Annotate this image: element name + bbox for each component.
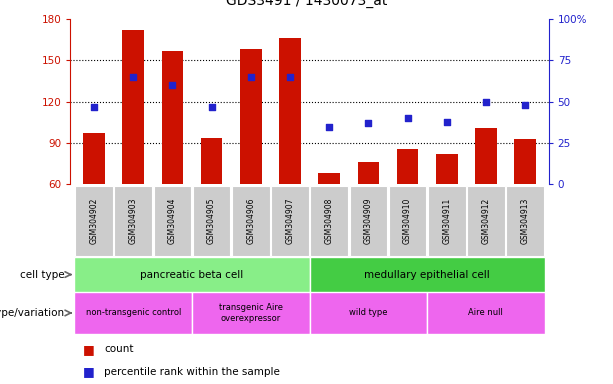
Bar bbox=[201, 137, 223, 184]
Text: count: count bbox=[104, 344, 134, 354]
Text: GSM304911: GSM304911 bbox=[442, 198, 451, 244]
Bar bbox=[310, 186, 348, 256]
Bar bbox=[310, 292, 427, 334]
Bar bbox=[389, 186, 427, 256]
Point bbox=[207, 104, 216, 110]
Bar bbox=[428, 186, 465, 256]
Text: GSM304909: GSM304909 bbox=[364, 197, 373, 244]
Bar bbox=[75, 186, 113, 256]
Text: ■: ■ bbox=[83, 343, 94, 356]
Point bbox=[89, 104, 99, 110]
Bar bbox=[74, 292, 192, 334]
Bar bbox=[349, 186, 387, 256]
Bar bbox=[475, 128, 497, 184]
Bar bbox=[74, 257, 310, 292]
Point bbox=[442, 119, 452, 125]
Bar bbox=[83, 133, 105, 184]
Point bbox=[167, 82, 177, 88]
Text: non-transgenic control: non-transgenic control bbox=[86, 308, 181, 318]
Point bbox=[246, 74, 256, 80]
Text: GSM304908: GSM304908 bbox=[325, 198, 333, 244]
Text: GSM304903: GSM304903 bbox=[129, 197, 138, 244]
Bar bbox=[232, 186, 270, 256]
Bar bbox=[506, 186, 544, 256]
Point bbox=[285, 74, 295, 80]
Text: medullary epithelial cell: medullary epithelial cell bbox=[364, 270, 490, 280]
Text: Aire null: Aire null bbox=[468, 308, 503, 318]
Point bbox=[520, 102, 530, 108]
Text: GSM304912: GSM304912 bbox=[481, 198, 490, 244]
Bar bbox=[467, 186, 504, 256]
Text: GSM304910: GSM304910 bbox=[403, 198, 412, 244]
Text: GSM304904: GSM304904 bbox=[168, 197, 177, 244]
Bar bbox=[271, 186, 309, 256]
Bar bbox=[436, 154, 457, 184]
Text: GSM304913: GSM304913 bbox=[520, 198, 530, 244]
Point bbox=[324, 124, 334, 130]
Text: GSM304905: GSM304905 bbox=[207, 197, 216, 244]
Point bbox=[364, 120, 373, 126]
Point bbox=[128, 74, 138, 80]
Text: transgenic Aire
overexpressor: transgenic Aire overexpressor bbox=[219, 303, 283, 323]
Text: GSM304906: GSM304906 bbox=[246, 197, 255, 244]
Bar bbox=[240, 50, 262, 184]
Text: GSM304902: GSM304902 bbox=[89, 198, 99, 244]
Bar bbox=[123, 30, 144, 184]
Point bbox=[481, 99, 491, 105]
Bar bbox=[397, 149, 418, 184]
Text: genotype/variation: genotype/variation bbox=[0, 308, 64, 318]
Text: percentile rank within the sample: percentile rank within the sample bbox=[104, 366, 280, 377]
Bar bbox=[115, 186, 152, 256]
Text: ■: ■ bbox=[83, 365, 94, 378]
Bar bbox=[318, 173, 340, 184]
Text: cell type: cell type bbox=[20, 270, 64, 280]
Text: wild type: wild type bbox=[349, 308, 387, 318]
Bar bbox=[192, 186, 230, 256]
Bar bbox=[357, 162, 379, 184]
Bar bbox=[279, 38, 301, 184]
Bar bbox=[192, 292, 310, 334]
Text: GSM304907: GSM304907 bbox=[286, 197, 294, 244]
Bar bbox=[162, 51, 183, 184]
Bar bbox=[514, 139, 536, 184]
Bar bbox=[310, 257, 545, 292]
Text: GDS3491 / 1430073_at: GDS3491 / 1430073_at bbox=[226, 0, 387, 8]
Bar bbox=[154, 186, 191, 256]
Point bbox=[403, 115, 413, 121]
Bar bbox=[427, 292, 545, 334]
Text: pancreatic beta cell: pancreatic beta cell bbox=[140, 270, 243, 280]
